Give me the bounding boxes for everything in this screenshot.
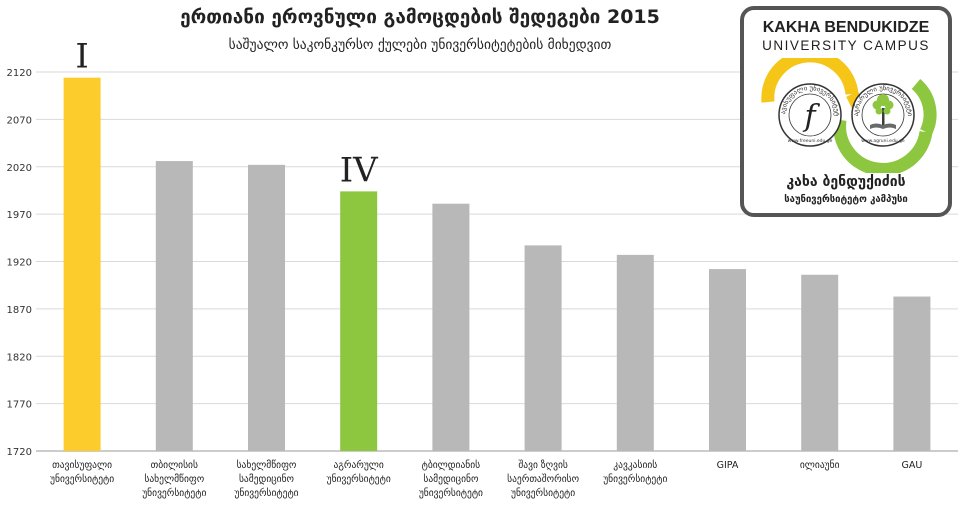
x-tick-label: სამედიცინო [239, 474, 294, 485]
x-tick-label: უნივერსიტეტი [327, 474, 391, 485]
logo-english-campus: UNIVERSITY CAMPUS [762, 38, 930, 53]
logo-english-name: KAKHA BENDUKIDZE [762, 19, 930, 36]
bar [432, 203, 470, 451]
bar [893, 296, 931, 451]
rank-annotation: I [75, 37, 88, 77]
x-tick-label: უნივერსიტეტი [511, 488, 575, 499]
x-tick-label: GIPA [717, 460, 739, 471]
x-tick-label: შავი ზღვის [518, 460, 568, 471]
bar [155, 161, 193, 451]
x-tick-label: თავისუფალი [52, 460, 112, 471]
x-tick-label: უნივერსიტეტი [419, 488, 483, 499]
x-tick-label: თბილისის [151, 460, 198, 471]
x-tick-label: საერთაშორისო [507, 474, 579, 485]
tree-trunk-icon [882, 108, 885, 125]
tree-leaf-icon [872, 100, 882, 110]
x-tick-label: სახელმწიფო [144, 474, 204, 485]
agri-uni-url: www.agruni.edu.ge [861, 138, 905, 144]
x-tick-label: სახელმწიფო [237, 460, 297, 471]
y-tick-label: 1820 [7, 352, 32, 363]
logo-emblem-icon: fთავისუფალი უნივერსიტეტიwww.freeuni.edu.… [744, 58, 937, 173]
y-tick-label: 1770 [7, 400, 32, 411]
campus-logo: KAKHA BENDUKIDZE UNIVERSITY CAMPUS fთავი… [740, 6, 952, 217]
y-tick-label: 2020 [7, 163, 32, 174]
green-arc-shape [833, 119, 933, 173]
x-tick-label: ტბილდიანის [422, 460, 481, 471]
yellow-arc-shape [761, 58, 859, 103]
chart-title: ერთიანი ეროვნული გამოცდების შედეგები 201… [180, 6, 660, 28]
x-tick-label: ილიაუნი [800, 460, 840, 471]
rank-annotation: IV [340, 150, 379, 190]
x-tick-label: კავკასიის [613, 460, 657, 471]
bar [801, 274, 839, 451]
y-tick-label: 1920 [7, 258, 32, 269]
x-tick-label: სამედიცინო [423, 474, 478, 485]
bar [709, 269, 746, 451]
book-icon [870, 123, 896, 129]
bar [616, 254, 654, 451]
y-tick-label: 1970 [7, 210, 32, 221]
green-arc-shape [911, 79, 937, 135]
y-tick-label: 1720 [7, 447, 32, 458]
y-tick-label: 1870 [7, 305, 32, 316]
free-uni-url: www.freeuni.edu.ge [788, 138, 833, 144]
logo-georgian-name: კახა ბენდუქიძის [786, 174, 906, 190]
chart-subtitle: საშუალო საკონკურსო ქულები უნივერსიტეტები… [228, 37, 612, 53]
x-tick-label: უნივერსიტეტი [234, 488, 298, 499]
logo-georgian-campus: საუნივერსიტეტო კამპუსი [784, 194, 908, 205]
seal-inner-ring [788, 93, 832, 137]
y-tick-label: 2070 [7, 115, 32, 126]
x-tick-label: უნივერსიტეტი [603, 474, 667, 485]
y-tick-label: 2120 [7, 68, 32, 79]
x-tick-label: GAU [901, 460, 922, 471]
bar [63, 77, 101, 451]
bar [524, 245, 562, 451]
tree-leaf-icon [884, 100, 894, 110]
x-tick-label: უნივერსიტეტი [142, 488, 206, 499]
bar [248, 164, 285, 452]
tree-leaf-icon [883, 107, 891, 115]
x-tick-label: აგრარული [334, 460, 384, 471]
tree-leaf-icon [875, 107, 883, 115]
free-uni-seal-icon [778, 83, 842, 147]
x-tick-label: უნივერსიტეტი [50, 474, 114, 485]
bar [340, 191, 378, 451]
